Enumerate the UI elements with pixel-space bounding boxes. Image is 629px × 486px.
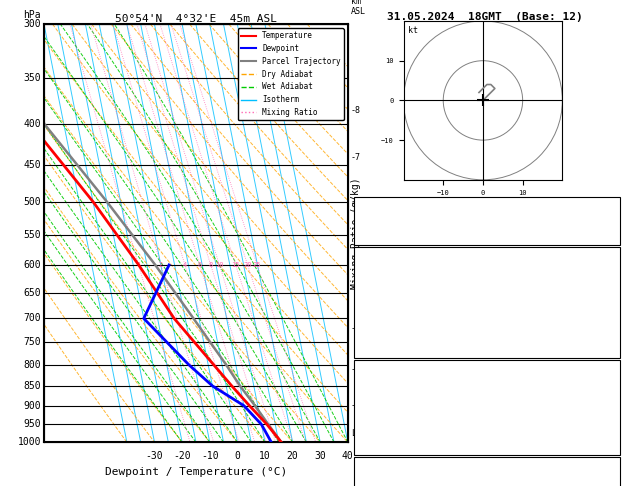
Text: 313: 313 [600,395,616,403]
Text: Hodograph: Hodograph [460,460,513,470]
Text: 400: 400 [23,119,41,129]
Text: 800: 800 [23,360,41,370]
Text: 313: 313 [600,426,616,434]
Text: 1: 1 [136,262,141,268]
Text: -20: -20 [174,451,191,461]
Text: Pressure (mb): Pressure (mb) [357,379,427,388]
Text: 24: 24 [606,200,616,209]
Text: 0: 0 [611,441,616,450]
Text: 313: 313 [600,297,616,306]
Text: Temp (°C): Temp (°C) [357,266,406,275]
Text: PW (cm): PW (cm) [357,231,395,240]
Text: 0: 0 [611,344,616,353]
Text: Lifted Index: Lifted Index [357,313,422,322]
Text: Lifted Index: Lifted Index [357,410,422,419]
Text: 500: 500 [23,197,41,207]
Text: 25: 25 [253,262,261,268]
Text: CIN (J): CIN (J) [357,344,395,353]
Text: -2: -2 [351,364,361,374]
Text: 48: 48 [606,216,616,225]
Text: 300: 300 [23,19,41,29]
Text: Totals Totals: Totals Totals [357,216,427,225]
Text: 750: 750 [23,337,41,347]
Text: km
ASL: km ASL [351,0,366,16]
Text: -1: -1 [351,401,361,410]
Text: 1006: 1006 [595,379,616,388]
Text: 10: 10 [259,451,271,461]
Text: Dewpoint / Temperature (°C): Dewpoint / Temperature (°C) [105,468,287,477]
Text: -5: -5 [351,243,361,252]
Text: Surface: Surface [466,250,508,260]
Title: 50°54'N  4°32'E  45m ASL: 50°54'N 4°32'E 45m ASL [115,14,277,23]
Text: -3: -3 [351,324,361,333]
Text: 350: 350 [23,73,41,83]
Text: CAPE (J): CAPE (J) [357,426,400,434]
Text: -6: -6 [351,197,361,206]
Text: CAPE (J): CAPE (J) [357,329,400,337]
Text: 40: 40 [342,451,353,461]
Text: K: K [357,200,363,209]
Text: 700: 700 [23,313,41,324]
Text: Most Unstable: Most Unstable [448,363,525,373]
Text: 12.3: 12.3 [595,282,616,291]
Text: 15.9: 15.9 [595,266,616,275]
Text: -4: -4 [351,283,361,292]
Text: -10: -10 [201,451,218,461]
Text: hPa: hPa [23,10,40,20]
Text: 950: 950 [23,419,41,430]
Text: 15: 15 [231,262,240,268]
Text: 313: 313 [600,329,616,337]
Text: 550: 550 [23,230,41,240]
Text: -0: -0 [606,313,616,322]
Text: 2: 2 [159,262,163,268]
Text: 31.05.2024  18GMT  (Base: 12): 31.05.2024 18GMT (Base: 12) [387,12,583,22]
Text: -0: -0 [606,410,616,419]
Text: 900: 900 [23,400,41,411]
Text: 15: 15 [606,476,616,485]
Text: 2.04: 2.04 [595,231,616,240]
Text: 850: 850 [23,381,41,391]
Text: -30: -30 [146,451,164,461]
Text: θᴄ (K): θᴄ (K) [357,395,389,403]
Text: -8: -8 [351,106,361,115]
Text: θᴄ(K): θᴄ(K) [357,297,384,306]
Text: 10: 10 [215,262,224,268]
Legend: Temperature, Dewpoint, Parcel Trajectory, Dry Adiabat, Wet Adiabat, Isotherm, Mi: Temperature, Dewpoint, Parcel Trajectory… [238,28,344,120]
Text: 30: 30 [314,451,326,461]
Text: EH: EH [357,476,368,485]
Text: kt: kt [408,26,418,35]
Text: 6: 6 [198,262,202,268]
Text: CIN (J): CIN (J) [357,441,395,450]
Y-axis label: Mixing Ratio (g/kg): Mixing Ratio (g/kg) [350,177,360,289]
Text: 20: 20 [287,451,299,461]
Text: LCL: LCL [351,429,366,438]
Text: Dewp (°C): Dewp (°C) [357,282,406,291]
Text: -7: -7 [351,153,361,162]
Text: 0: 0 [235,451,240,461]
Text: 4: 4 [183,262,187,268]
Text: 600: 600 [23,260,41,270]
Text: 8: 8 [209,262,213,268]
Text: 20: 20 [243,262,252,268]
Text: © weatheronline.co.uk: © weatheronline.co.uk [429,431,542,440]
Text: 650: 650 [23,288,41,298]
Text: 450: 450 [23,160,41,170]
Text: 1000: 1000 [18,437,41,447]
